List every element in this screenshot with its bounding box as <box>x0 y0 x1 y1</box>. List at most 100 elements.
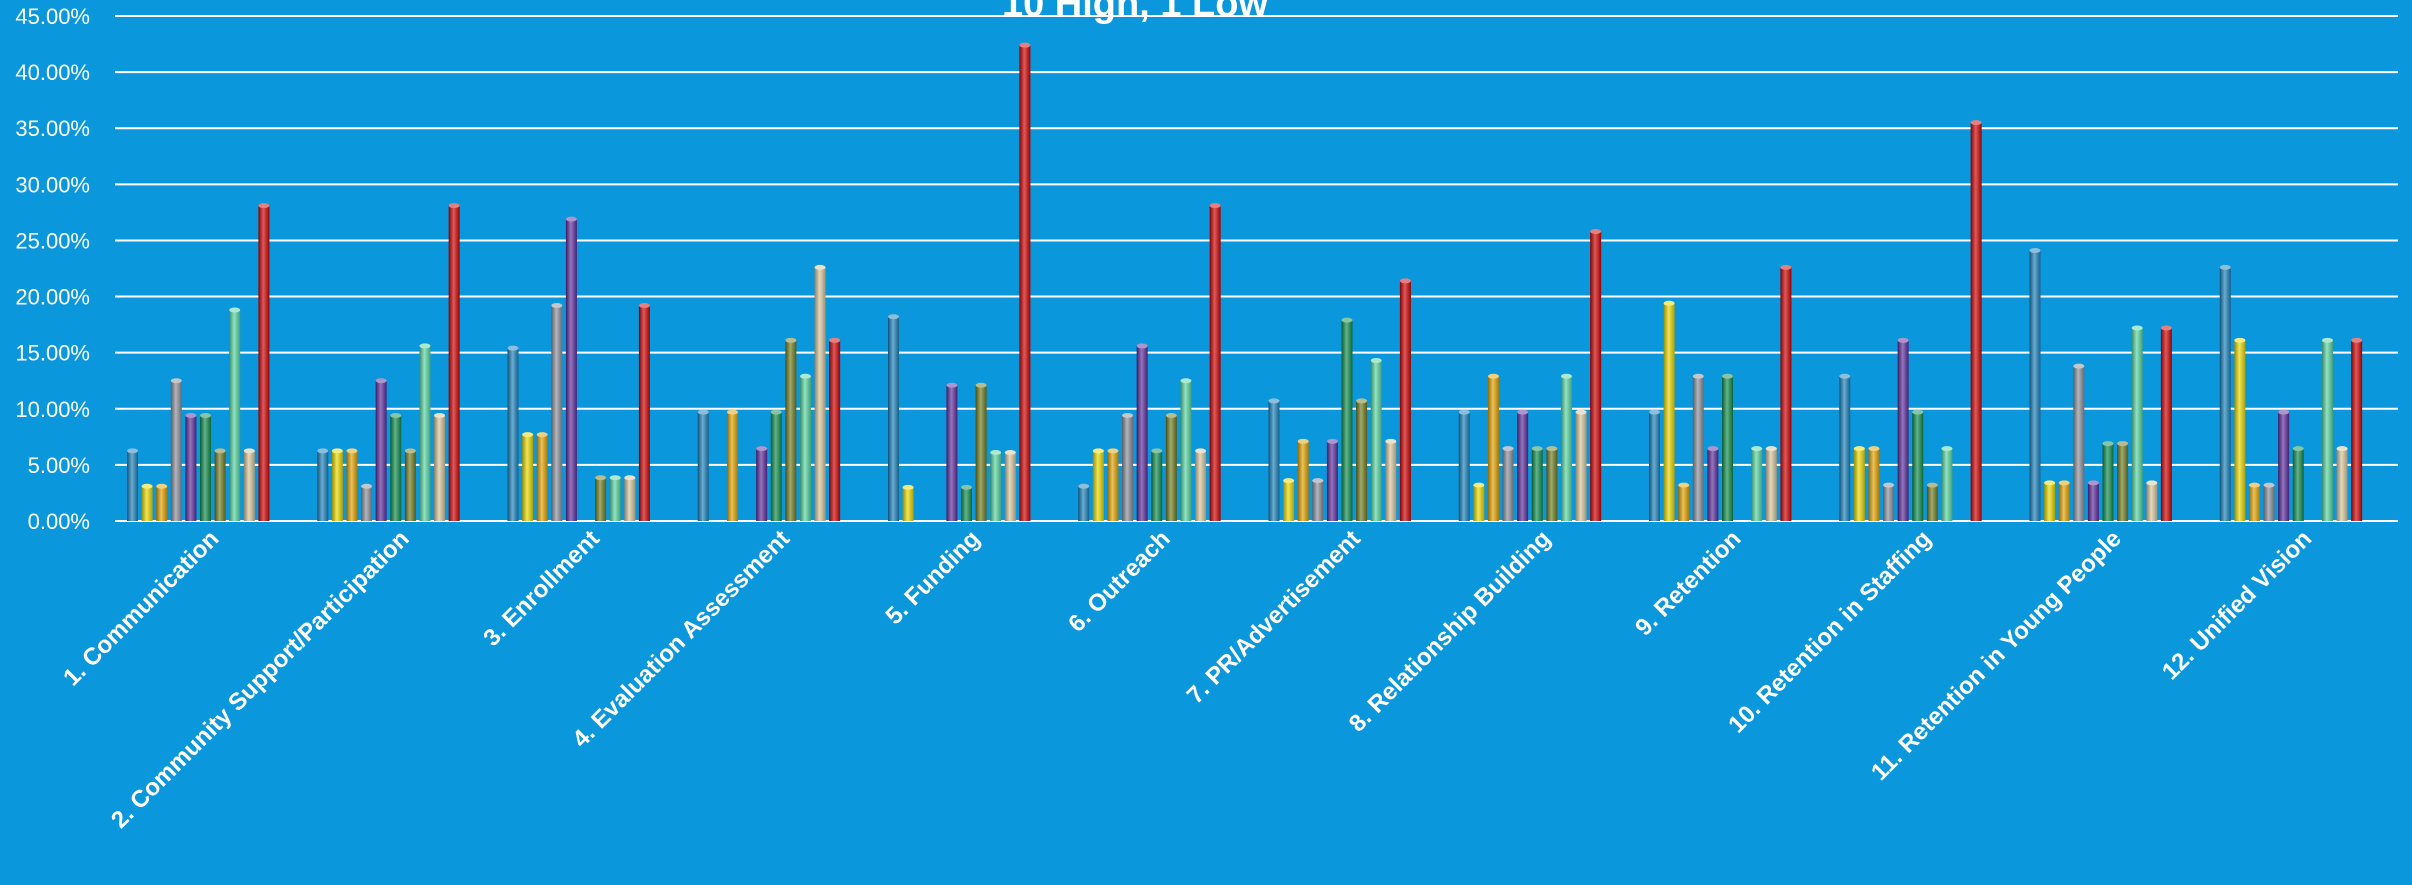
bar-cap <box>1897 337 1909 343</box>
bar <box>2102 443 2114 521</box>
bar <box>1019 45 1031 522</box>
bar-cap <box>785 337 797 343</box>
bar <box>214 450 226 521</box>
bar <box>536 434 548 521</box>
bar-cap <box>317 448 329 454</box>
bar-cap <box>756 446 768 452</box>
bar <box>1590 231 1602 521</box>
bar-cap <box>1341 317 1353 323</box>
bar-cap <box>361 483 373 489</box>
bar-cap <box>331 448 343 454</box>
x-tick-label: 8. Relationship Building <box>1344 525 1556 737</box>
bar <box>1941 448 1953 521</box>
bar-cap <box>243 448 255 454</box>
bar-cap <box>522 432 534 438</box>
bar-cap <box>1707 446 1719 452</box>
bar <box>756 448 768 521</box>
bar <box>346 450 358 521</box>
bar <box>1692 376 1704 521</box>
bar-cap <box>2219 264 2231 270</box>
bar-cap <box>697 409 709 415</box>
y-tick-label: 45.00% <box>15 4 90 29</box>
bar <box>419 345 431 521</box>
bar-cap <box>770 409 782 415</box>
bar <box>1839 376 1851 521</box>
bar <box>404 450 416 521</box>
bar <box>317 450 329 521</box>
y-tick-label: 25.00% <box>15 228 90 253</box>
bar <box>1722 376 1733 521</box>
bar <box>1370 360 1382 521</box>
bar <box>1575 412 1587 521</box>
bar <box>1268 400 1280 521</box>
bar-cap <box>1853 446 1865 452</box>
bar <box>434 415 446 521</box>
bar-cap <box>346 448 358 454</box>
bar <box>390 415 402 521</box>
bar-cap <box>1765 446 1777 452</box>
bar-cap <box>1590 228 1602 234</box>
bar <box>1897 340 1909 521</box>
bar-cap <box>1458 409 1470 415</box>
bar-cap <box>1312 478 1324 484</box>
bar <box>170 380 182 521</box>
y-tick-label: 10.00% <box>15 397 90 422</box>
bar <box>829 340 841 521</box>
bar-cap <box>1370 358 1382 364</box>
bar <box>697 412 709 521</box>
bar-cap <box>2044 480 2056 486</box>
gridlines <box>115 15 2398 522</box>
bar <box>1473 485 1485 521</box>
x-tick-label: 4. Evaluation Assessment <box>567 525 795 753</box>
bar-cap <box>1912 409 1924 415</box>
bar-cap <box>1531 446 1543 452</box>
bar-cap <box>1092 448 1104 454</box>
bar <box>127 450 138 521</box>
bar-cap <box>507 345 519 351</box>
x-tick-label: 5. Funding <box>880 525 985 630</box>
bar <box>1853 448 1865 521</box>
bar <box>2058 482 2070 521</box>
bar <box>1107 450 1119 521</box>
x-tick-label: 12. Unified Vision <box>2157 525 2317 685</box>
bar-cap <box>2278 409 2290 415</box>
bar <box>726 412 738 521</box>
bar-cap <box>1926 482 1938 488</box>
bar-cap <box>2029 248 2041 254</box>
bar <box>1751 448 1763 521</box>
bar <box>2146 482 2158 521</box>
bar <box>2073 366 2085 521</box>
bar-cap <box>888 314 899 320</box>
bar-cap <box>214 448 226 454</box>
bar-cap <box>1180 378 1192 384</box>
bar <box>1195 450 1207 521</box>
bar <box>2029 250 2041 522</box>
bar-cap <box>1385 438 1397 444</box>
bar <box>1312 480 1324 521</box>
bar <box>375 380 387 521</box>
bar-cap <box>2321 337 2333 343</box>
bar <box>1531 448 1543 521</box>
bar-cap <box>390 413 402 419</box>
bar-cap <box>1399 278 1411 284</box>
bar-cap <box>829 337 841 343</box>
bar-cap <box>609 475 621 481</box>
bar-cap <box>1502 446 1514 452</box>
bar-cap <box>1868 446 1880 452</box>
bar <box>1678 485 1690 521</box>
bar <box>185 415 197 521</box>
bar-cap <box>726 409 738 415</box>
bar-cap <box>2117 441 2129 447</box>
bar-cap <box>200 413 211 419</box>
bar-cap <box>961 484 972 490</box>
bar-cap <box>1122 413 1134 419</box>
bar-cap <box>638 303 650 309</box>
x-tick-label: 1. Communication <box>58 525 224 691</box>
bar <box>609 477 621 521</box>
bar <box>1487 376 1499 521</box>
x-tick-label: 9. Retention <box>1630 525 1746 641</box>
bar <box>156 486 168 521</box>
bar-cap <box>975 382 987 388</box>
